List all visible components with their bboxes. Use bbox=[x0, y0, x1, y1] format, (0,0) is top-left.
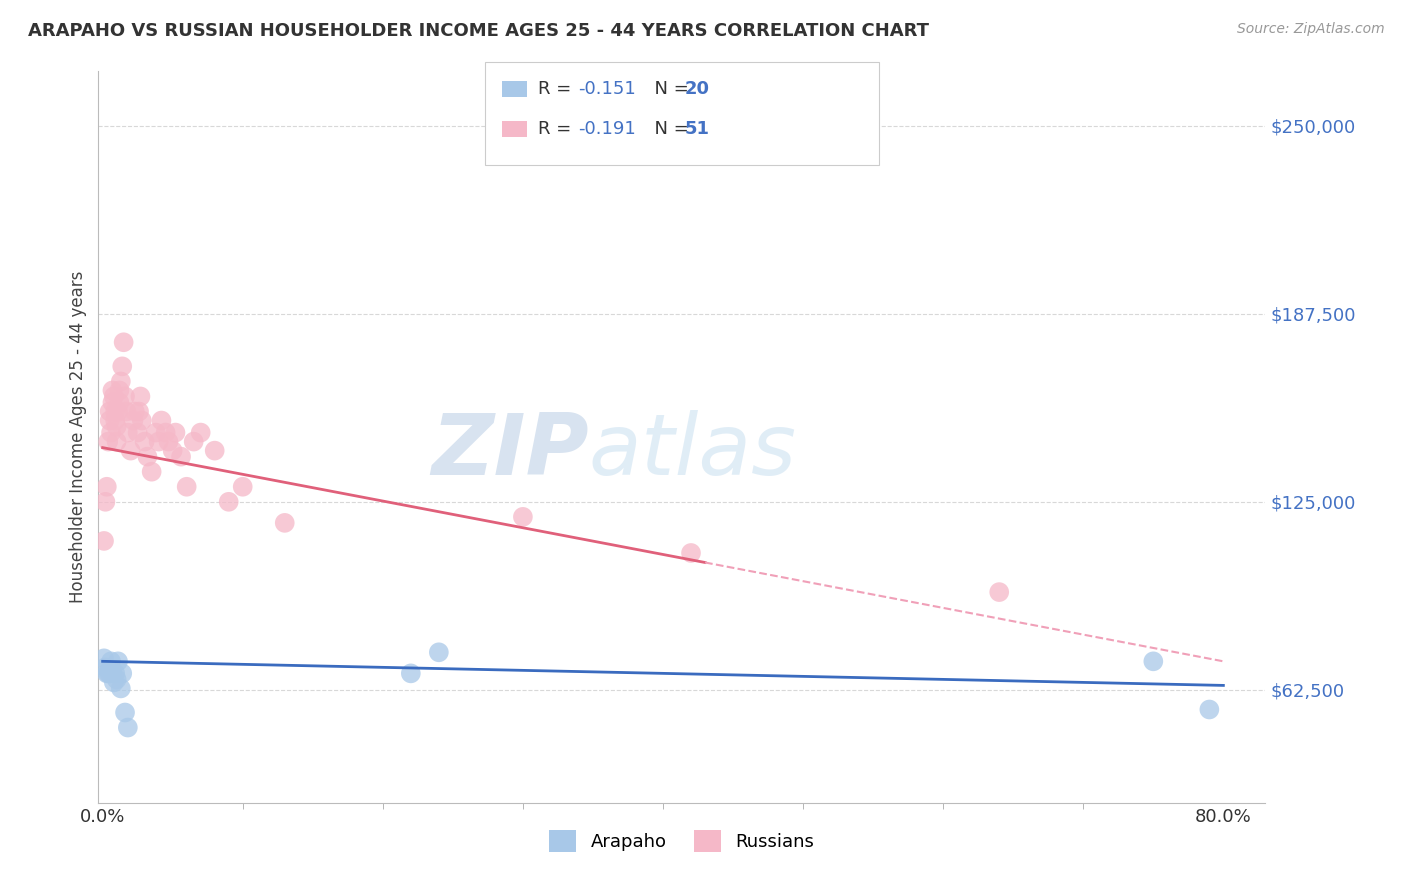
Point bbox=[988, 585, 1011, 599]
Point bbox=[1142, 654, 1164, 668]
Point bbox=[100, 654, 122, 668]
Point bbox=[136, 450, 159, 464]
Point bbox=[399, 666, 422, 681]
Point bbox=[111, 666, 134, 681]
Point bbox=[108, 395, 131, 409]
Point bbox=[94, 660, 117, 674]
Point bbox=[120, 443, 142, 458]
Point bbox=[218, 495, 240, 509]
Point bbox=[101, 384, 124, 398]
Point bbox=[100, 425, 122, 440]
Point bbox=[103, 675, 125, 690]
Text: Source: ZipAtlas.com: Source: ZipAtlas.com bbox=[1237, 22, 1385, 37]
Point bbox=[96, 666, 118, 681]
Point bbox=[98, 413, 121, 427]
Point bbox=[157, 434, 180, 449]
Point bbox=[101, 395, 124, 409]
Point bbox=[232, 480, 254, 494]
Point bbox=[111, 359, 134, 374]
Point bbox=[679, 546, 702, 560]
Point bbox=[98, 666, 121, 681]
Text: N =: N = bbox=[643, 80, 695, 98]
Text: ARAPAHO VS RUSSIAN HOUSEHOLDER INCOME AGES 25 - 44 YEARS CORRELATION CHART: ARAPAHO VS RUSSIAN HOUSEHOLDER INCOME AG… bbox=[28, 22, 929, 40]
Point bbox=[1198, 702, 1220, 716]
Text: -0.191: -0.191 bbox=[578, 120, 636, 138]
Point bbox=[97, 666, 120, 681]
Point bbox=[101, 666, 124, 681]
Point bbox=[134, 434, 156, 449]
Point bbox=[104, 413, 127, 427]
Point bbox=[131, 413, 153, 427]
Point bbox=[274, 516, 297, 530]
Point bbox=[128, 404, 150, 418]
Point bbox=[96, 480, 118, 494]
Point bbox=[150, 413, 173, 427]
Point bbox=[105, 673, 128, 687]
Point bbox=[162, 443, 184, 458]
Text: 20: 20 bbox=[685, 80, 710, 98]
Point bbox=[98, 404, 121, 418]
Point bbox=[117, 721, 139, 735]
Point bbox=[100, 664, 122, 678]
Point bbox=[108, 384, 131, 398]
Point bbox=[165, 425, 187, 440]
Point bbox=[93, 651, 115, 665]
Legend: Arapaho, Russians: Arapaho, Russians bbox=[550, 830, 814, 852]
Text: ZIP: ZIP bbox=[430, 410, 589, 493]
Point bbox=[110, 681, 132, 696]
Point bbox=[117, 425, 139, 440]
Text: atlas: atlas bbox=[589, 410, 797, 493]
Point bbox=[105, 434, 128, 449]
Point bbox=[107, 404, 129, 418]
Text: N =: N = bbox=[643, 120, 695, 138]
Point bbox=[170, 450, 193, 464]
Point bbox=[93, 533, 115, 548]
Point bbox=[129, 389, 152, 403]
Point bbox=[115, 404, 138, 418]
Point bbox=[104, 666, 127, 681]
Point bbox=[148, 434, 170, 449]
Point bbox=[176, 480, 198, 494]
Point bbox=[124, 404, 146, 418]
Point bbox=[94, 495, 117, 509]
Point bbox=[97, 434, 120, 449]
Text: -0.151: -0.151 bbox=[578, 80, 636, 98]
Y-axis label: Householder Income Ages 25 - 44 years: Householder Income Ages 25 - 44 years bbox=[69, 271, 87, 603]
Point bbox=[122, 413, 145, 427]
Point bbox=[512, 509, 534, 524]
Point bbox=[145, 425, 167, 440]
Point bbox=[112, 335, 135, 350]
Point bbox=[107, 654, 129, 668]
Text: R =: R = bbox=[538, 120, 578, 138]
Point bbox=[427, 645, 450, 659]
Point bbox=[190, 425, 212, 440]
Text: R =: R = bbox=[538, 80, 578, 98]
Point bbox=[103, 389, 125, 403]
Point bbox=[127, 425, 149, 440]
Point bbox=[110, 375, 132, 389]
Point bbox=[104, 404, 127, 418]
Point bbox=[141, 465, 163, 479]
Point bbox=[114, 389, 136, 403]
Point bbox=[183, 434, 205, 449]
Point bbox=[105, 419, 128, 434]
Point bbox=[204, 443, 226, 458]
Text: 51: 51 bbox=[685, 120, 710, 138]
Point bbox=[155, 425, 177, 440]
Point bbox=[114, 706, 136, 720]
